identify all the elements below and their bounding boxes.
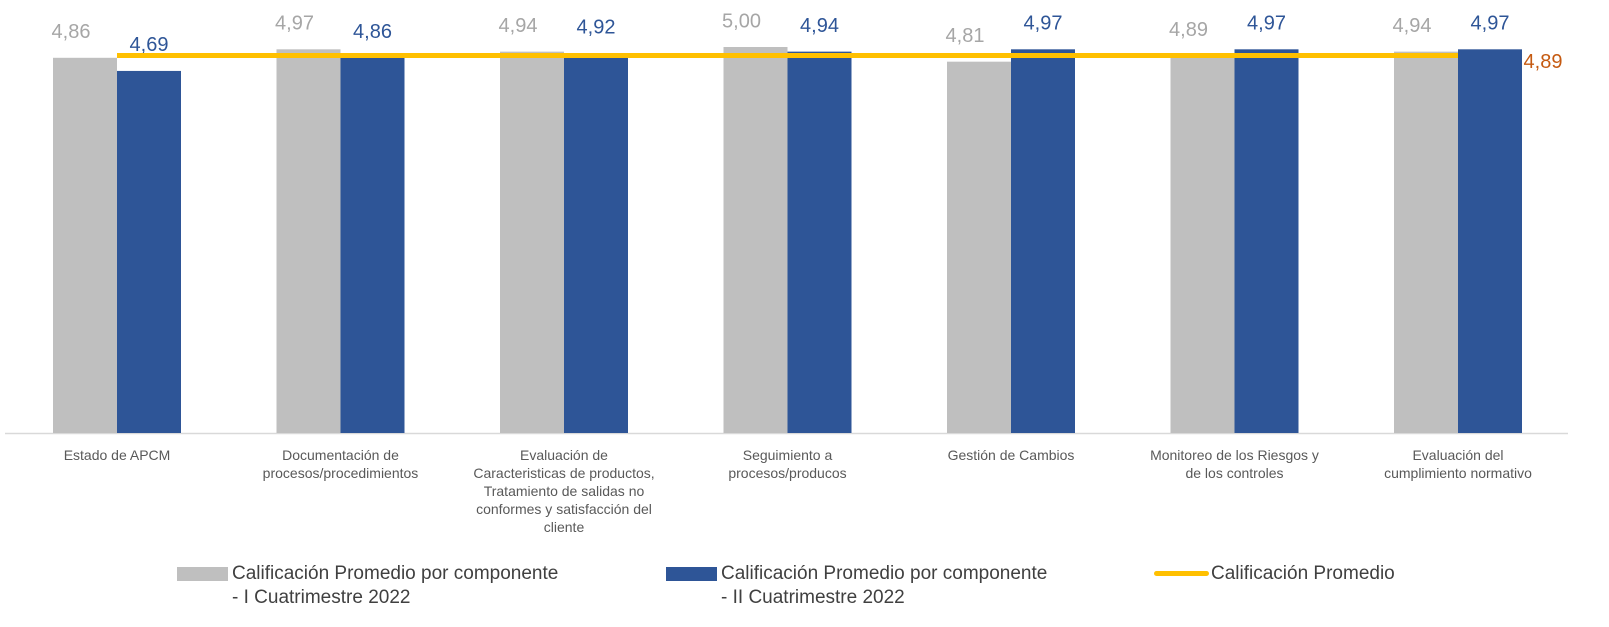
bar: [276, 49, 341, 433]
x-tick-label: Documentación de procesos/procedimientos: [262, 447, 419, 481]
value-label: 4,89: [1169, 19, 1208, 41]
bar: [1170, 55, 1235, 433]
legend-swatch: [666, 567, 717, 581]
value-label: 4,89: [1524, 51, 1563, 73]
legend-swatch: [1154, 571, 1209, 576]
bar: [787, 51, 852, 434]
bar: [1011, 49, 1075, 433]
bar: [1458, 49, 1522, 433]
bar: [500, 51, 564, 434]
value-label: 4,97: [1024, 13, 1063, 35]
value-label: 4,86: [52, 21, 91, 43]
bar: [1234, 49, 1299, 433]
value-label: 4,97: [1471, 13, 1510, 35]
bar: [947, 61, 1011, 433]
legend-label: Calificación Promedio por componente - I…: [721, 563, 1048, 608]
legend-swatch: [177, 567, 228, 581]
value-label: 4,69: [130, 34, 169, 56]
value-label: 4,97: [275, 13, 314, 35]
bar: [340, 57, 405, 434]
x-tick-label: Evaluación del cumplimiento normativo: [1384, 447, 1532, 481]
bar: [53, 57, 117, 434]
bar: [723, 47, 788, 433]
bar: [1394, 51, 1458, 434]
value-label: 5,00: [722, 10, 761, 32]
x-tick-label: Evaluación de Caracteristicas de product…: [473, 447, 655, 535]
value-label: 4,94: [800, 15, 839, 37]
x-tick-label: Seguimiento a procesos/producos: [728, 447, 847, 481]
value-label: 4,97: [1247, 13, 1286, 35]
value-label: 4,94: [499, 15, 538, 37]
legend-label: Calificación Promedio por componente - I…: [232, 563, 559, 608]
bar: [117, 70, 181, 433]
bar: [564, 53, 628, 434]
legend-label: Calificación Promedio: [1211, 563, 1395, 584]
value-label: 4,81: [946, 25, 985, 47]
value-label: 4,94: [1393, 15, 1432, 37]
x-tick-label: Gestión de Cambios: [947, 447, 1075, 463]
value-label: 4,86: [353, 21, 392, 43]
x-tick-label: Estado de APCM: [63, 447, 171, 463]
x-tick-label: Monitoreo de los Riesgos y de los contro…: [1150, 447, 1319, 481]
value-label: 4,92: [577, 16, 616, 38]
